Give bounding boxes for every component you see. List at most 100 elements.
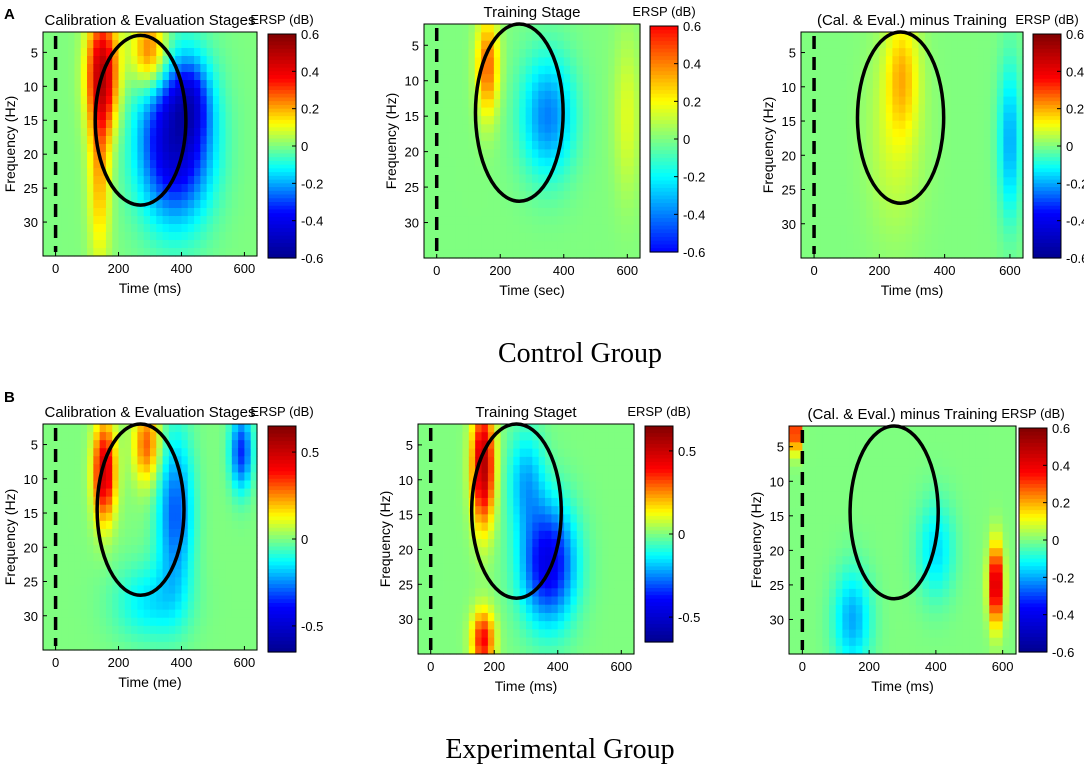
heatmap-cell	[487, 74, 495, 84]
heatmap-cell	[964, 48, 972, 57]
heatmap-cell	[443, 637, 451, 647]
heatmap-cell	[137, 104, 145, 113]
heatmap-cell	[156, 176, 164, 185]
heatmap-cell	[137, 224, 145, 233]
heatmap-cell	[879, 169, 887, 178]
heatmap-cell	[143, 40, 151, 49]
heatmap-cell	[238, 152, 246, 161]
heatmap-cell	[80, 424, 88, 433]
heatmap-cell	[250, 633, 258, 643]
colorbar-segment	[268, 190, 296, 196]
heatmap-cell	[175, 112, 183, 121]
heatmap-cell	[49, 192, 57, 201]
heatmap-cell	[175, 136, 183, 145]
heatmap-cell	[143, 504, 151, 514]
heatmap-cell	[449, 514, 457, 524]
heatmap-cell	[551, 216, 559, 226]
heatmap-cell	[557, 115, 565, 125]
heatmap-cell	[430, 74, 438, 84]
heatmap-cell	[525, 90, 533, 100]
heatmap-cell	[225, 32, 233, 41]
heatmap-cell	[918, 249, 926, 259]
heatmap-cell	[93, 577, 101, 587]
heatmap-cell	[212, 520, 220, 530]
colorbar-segment	[268, 542, 296, 548]
heatmap-cell	[187, 40, 195, 49]
heatmap-cell	[200, 456, 208, 465]
heatmap-cell	[964, 96, 972, 106]
heatmap-cell	[99, 569, 107, 578]
heatmap-cell	[576, 489, 584, 499]
heatmap-cell	[194, 120, 201, 129]
heatmap-cell	[526, 448, 533, 458]
heatmap-cell	[526, 629, 533, 639]
heatmap-cell	[131, 432, 139, 441]
heatmap-cell	[43, 56, 50, 65]
heatmap-cell	[68, 192, 76, 201]
heatmap-cell	[820, 201, 828, 211]
heatmap-cell	[124, 504, 132, 514]
heatmap-cell	[589, 57, 597, 67]
colorbar-segment	[1033, 205, 1061, 211]
heatmap-cell	[80, 464, 88, 474]
heatmap-cell	[168, 224, 176, 233]
heatmap-cell	[925, 120, 933, 130]
heatmap-cell	[513, 580, 521, 589]
heatmap-cell	[1003, 249, 1011, 259]
heatmap-cell	[519, 604, 527, 614]
heatmap-cell	[436, 49, 444, 59]
heatmap-cell	[150, 120, 157, 129]
heatmap-cell	[589, 132, 597, 142]
heatmap-cell	[87, 537, 94, 546]
heatmap-cell	[620, 65, 628, 75]
heatmap-cell	[55, 601, 63, 611]
heatmap-cell	[181, 528, 189, 538]
heatmap-cell	[80, 184, 88, 193]
heatmap-cell	[118, 553, 126, 562]
heatmap-cell	[225, 104, 233, 113]
heatmap-cell	[938, 209, 946, 219]
heatmap-cell	[219, 48, 227, 57]
heatmap-cell	[544, 224, 552, 234]
heatmap-cell	[905, 136, 913, 146]
heatmap-cell	[925, 193, 933, 203]
heatmap-cell	[118, 520, 126, 530]
heatmap-cell	[481, 232, 489, 242]
heatmap-cell	[238, 496, 246, 506]
heatmap-cell	[74, 184, 82, 193]
heatmap-cell	[827, 177, 835, 186]
heatmap-cell	[143, 561, 151, 570]
heatmap-cell	[430, 530, 438, 540]
heatmap-cell	[589, 141, 597, 150]
heatmap-cell	[564, 547, 572, 557]
heatmap-cell	[1009, 88, 1018, 98]
heatmap-cell	[820, 233, 828, 243]
heatmap-cell	[250, 184, 258, 193]
heatmap-cell	[519, 440, 527, 450]
heatmap-cell	[833, 209, 841, 219]
heatmap-cell	[162, 504, 170, 514]
heatmap-cell	[74, 504, 82, 514]
heatmap-cell	[608, 149, 616, 159]
heatmap-cell	[168, 496, 176, 506]
colorbar-segment	[1033, 45, 1061, 50]
heatmap-cell	[525, 107, 533, 117]
heatmap-cell	[563, 99, 571, 109]
heatmap-cell	[231, 88, 239, 97]
heatmap-cell	[866, 88, 874, 98]
heatmap-cell	[493, 249, 501, 259]
heatmap-cell	[212, 48, 220, 57]
heatmap-cell	[225, 224, 233, 233]
heatmap-cell	[43, 232, 50, 241]
heatmap-cell	[250, 488, 258, 498]
heatmap-cell	[519, 149, 527, 159]
heatmap-cell	[424, 506, 432, 515]
heatmap-cell	[872, 217, 880, 227]
heatmap-cell	[576, 74, 584, 84]
heatmap-cell	[49, 184, 57, 193]
heatmap-cell	[68, 512, 76, 522]
colorbar-segment	[1033, 112, 1061, 117]
heatmap-cell	[219, 553, 227, 562]
heatmap-cell	[525, 124, 533, 134]
heatmap-cell	[131, 128, 139, 137]
